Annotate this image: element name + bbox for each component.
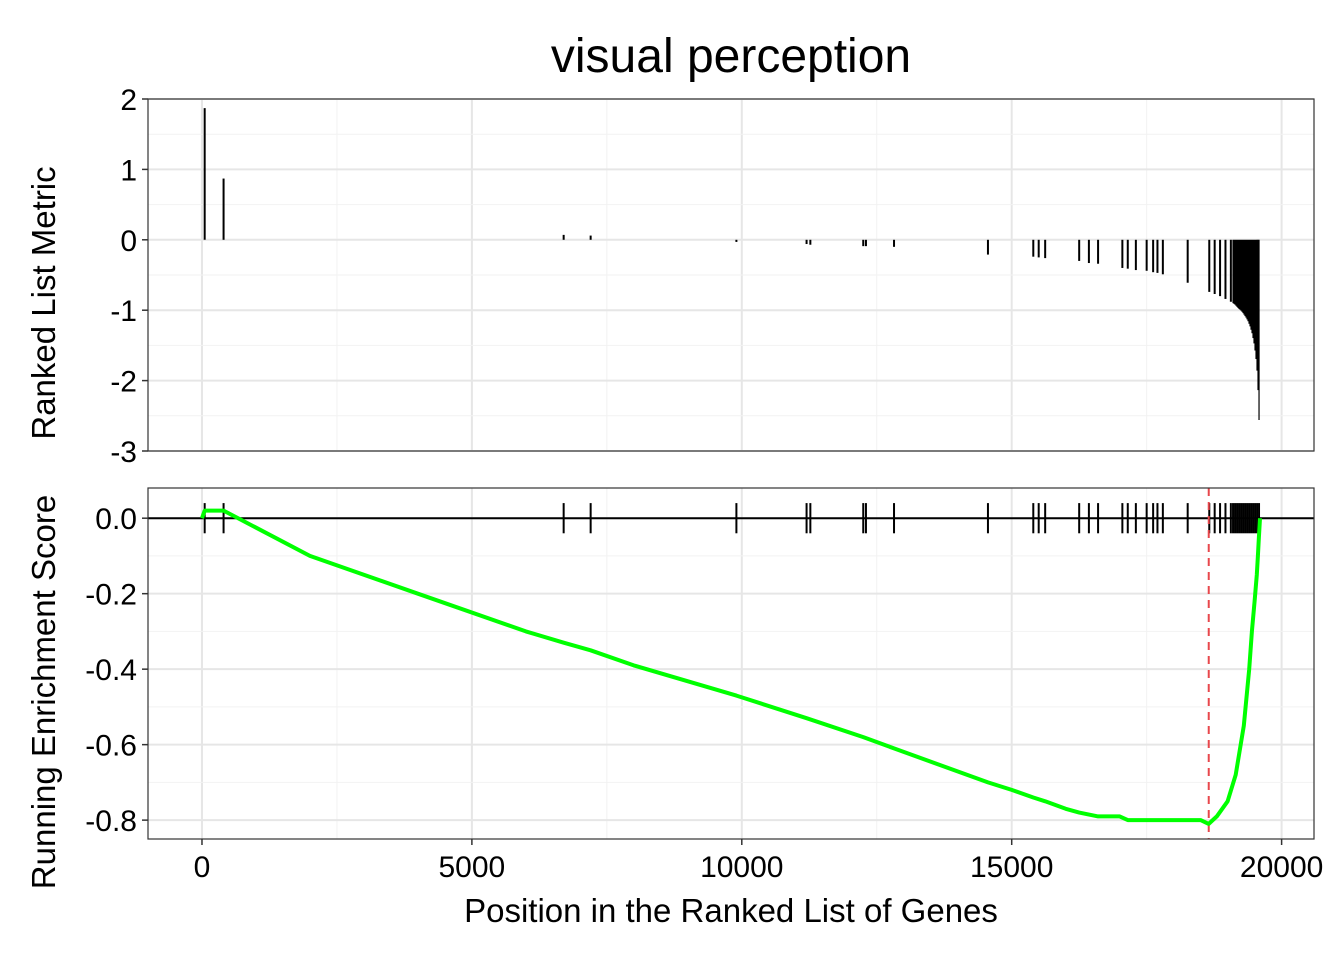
enrichment-score-border [147, 487, 1315, 840]
ranked-metric-bars [203, 108, 1260, 420]
running-enrichment-line [200, 508, 1262, 826]
y-tick-label: -0.8 [85, 805, 137, 838]
position-x-ticks: 0 5000 10000 15000 20000 [194, 839, 1323, 884]
x-tick-label: 15000 [970, 851, 1053, 884]
ranked-metric-y-ticks: 2 1 0 -1 -2 -3 [110, 84, 148, 469]
x-tick-label: 0 [194, 851, 211, 884]
y-tick-label: 2 [120, 84, 137, 117]
y-tick-label: -0.2 [85, 579, 137, 612]
ranked-metric-panel: 2 1 0 -1 -2 -3 [110, 84, 1315, 469]
y-tick-label: 0 [120, 225, 137, 258]
y-tick-label: -3 [110, 436, 137, 469]
y-axis-label-metric: Ranked List Metric [25, 166, 62, 439]
y-tick-label: -1 [110, 295, 137, 328]
chart-title: visual perception [551, 30, 911, 83]
y-tick-label: 1 [120, 154, 137, 187]
y-axis-label-enrichment: Running Enrichment Score [25, 495, 62, 889]
y-tick-label: -0.4 [85, 654, 137, 687]
x-tick-label: 20000 [1240, 851, 1323, 884]
x-tick-label: 5000 [439, 851, 506, 884]
y-tick-label: -0.6 [85, 730, 137, 763]
enrichment-score-y-ticks: 0.0 -0.2 -0.4 -0.6 -0.8 [85, 503, 148, 838]
ranked-metric-border [147, 98, 1315, 452]
enrichment-score-panel: 0.0 -0.2 -0.4 -0.6 -0.8 0 5000 10000 15000 20000 [85, 487, 1323, 884]
y-tick-label: 0.0 [95, 503, 137, 536]
x-tick-label: 10000 [700, 851, 783, 884]
x-axis-label: Position in the Ranked List of Genes [464, 892, 998, 929]
y-tick-label: -2 [110, 366, 137, 399]
